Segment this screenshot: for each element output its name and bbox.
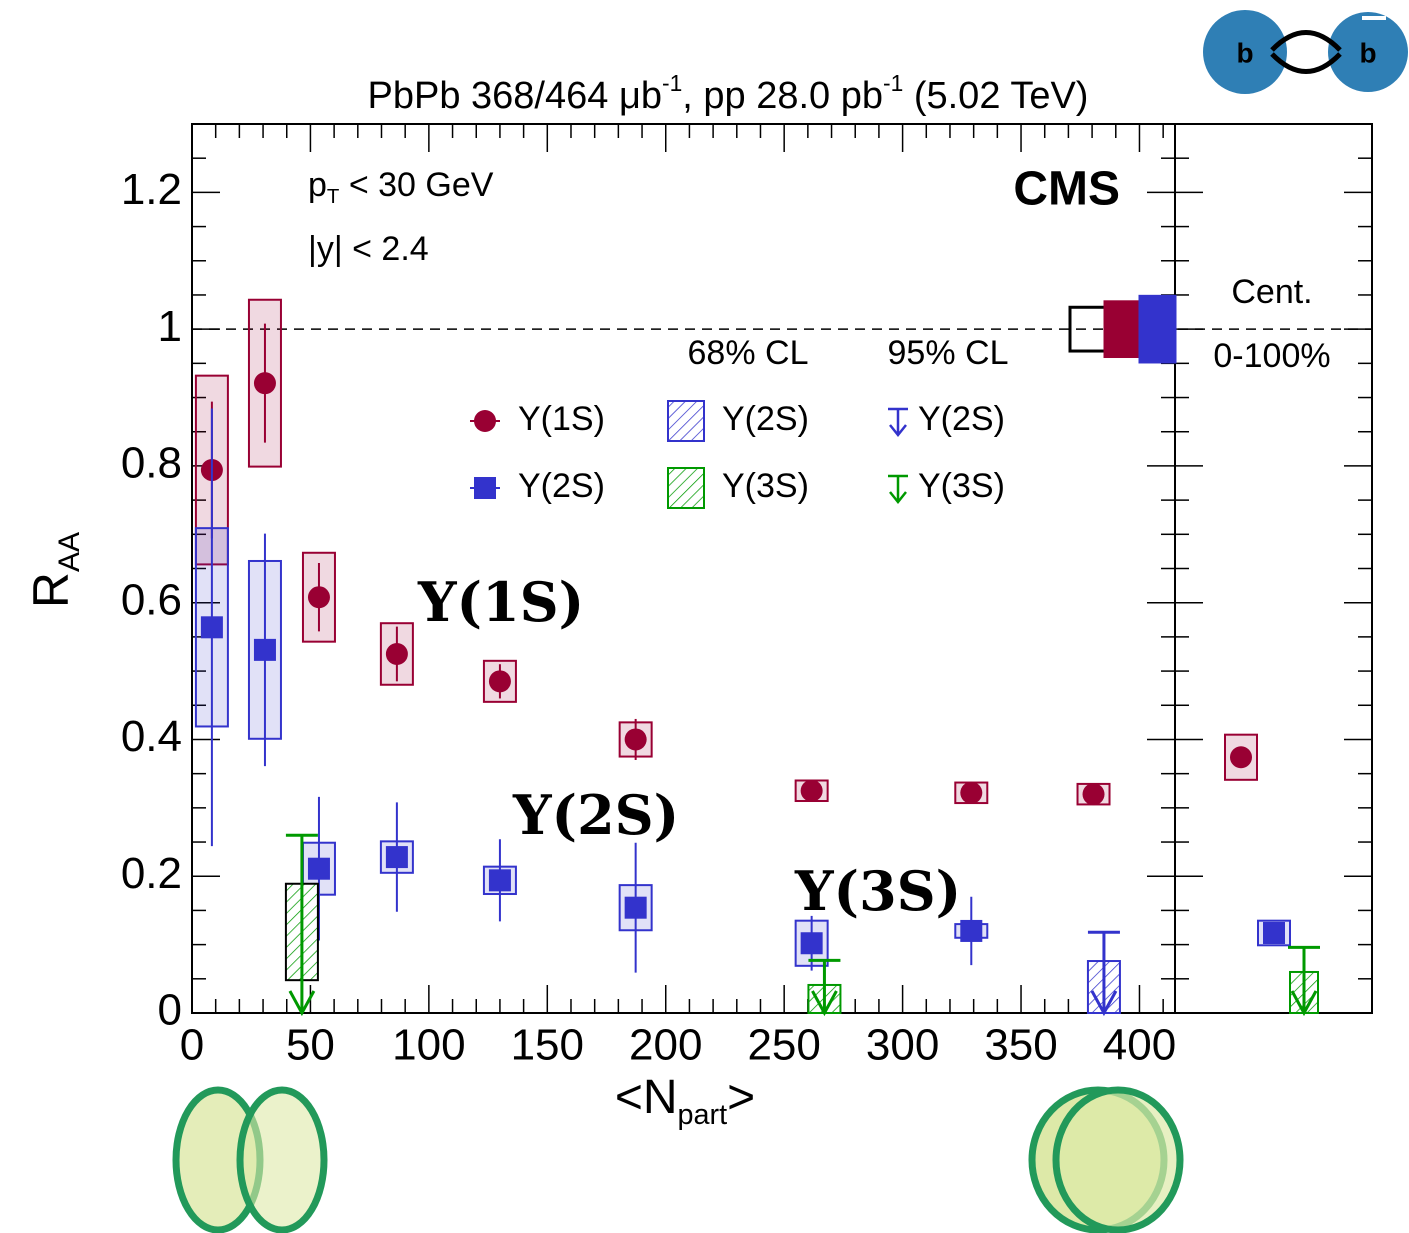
central-icon xyxy=(1028,1086,1184,1233)
limit-head xyxy=(889,491,907,505)
experiment-label: CMS xyxy=(1013,163,1120,216)
x-tick-label: 350 xyxy=(984,1021,1057,1070)
upper-limit xyxy=(285,833,318,1017)
note: |y| < 2.4 xyxy=(308,230,429,268)
legend-hatch xyxy=(667,467,705,509)
x-tick-label: 0 xyxy=(180,1021,204,1070)
legend-arrow xyxy=(888,474,908,505)
y-tick-label: 0.6 xyxy=(121,575,182,624)
note-part: < 30 GeV xyxy=(339,166,493,204)
chart-title-part: (5.02 TeV) xyxy=(903,75,1088,117)
note-part: p xyxy=(308,166,327,204)
point xyxy=(1230,746,1252,769)
global-uncertainty xyxy=(1138,294,1177,364)
upper-limit xyxy=(1087,930,1120,1017)
point xyxy=(488,670,511,693)
x-tick-label: 400 xyxy=(1103,1021,1176,1070)
icon-label: b xyxy=(1236,37,1253,68)
point xyxy=(307,857,330,880)
y-tick-label: 1 xyxy=(158,302,182,351)
legend-label: Υ(2S) xyxy=(918,400,1005,438)
legend-marker xyxy=(474,477,496,499)
y-axis-label: RAA xyxy=(23,532,86,608)
point xyxy=(960,781,983,804)
chart-title-part: -1 xyxy=(883,70,903,96)
x-tick-label: 100 xyxy=(392,1021,465,1070)
point xyxy=(1263,921,1285,944)
upper-limit xyxy=(1288,945,1320,1017)
point xyxy=(200,616,223,639)
legend-label: Υ(3S) xyxy=(722,467,809,505)
y-tick-label: 0.8 xyxy=(121,439,182,488)
point xyxy=(1082,783,1105,806)
y-tick-label: 0 xyxy=(158,986,182,1035)
limit-head xyxy=(889,424,907,438)
limit-head xyxy=(1290,990,1318,1017)
point xyxy=(307,586,330,609)
annotation: Υ(2S) xyxy=(512,783,679,847)
note-part: T xyxy=(327,186,339,208)
point xyxy=(253,638,276,661)
icon-label: b xyxy=(1359,37,1376,68)
x-tick-label: 200 xyxy=(629,1021,702,1070)
annotation: Υ(3S) xyxy=(794,859,961,923)
x-tick-label: 300 xyxy=(866,1021,939,1070)
point xyxy=(488,869,511,892)
legend-hatch xyxy=(667,400,705,442)
bbbar-icon xyxy=(1203,10,1408,94)
chart-title-part: , pp 28.0 pb xyxy=(682,75,883,117)
legend-header: 95% CL xyxy=(888,334,1009,372)
x-tick-label: 150 xyxy=(511,1021,584,1070)
note: pT < 30 GeV xyxy=(308,166,494,208)
x-tick-label: 50 xyxy=(286,1021,335,1070)
point xyxy=(800,779,823,802)
legend-arrow xyxy=(888,407,908,438)
x-axis-label-part: part xyxy=(678,1099,728,1131)
legend-marker xyxy=(474,410,496,432)
point xyxy=(960,919,983,942)
x-axis-label-part: <N xyxy=(615,1071,678,1124)
y-tick-label: 1.2 xyxy=(121,165,182,214)
chart-title-part: -1 xyxy=(662,70,682,96)
upper-limit xyxy=(808,958,841,1017)
panel-frame xyxy=(1174,123,1373,1014)
limit-head xyxy=(1090,990,1118,1017)
y-axis-label-part: R xyxy=(23,572,79,608)
point xyxy=(800,932,823,955)
note-part: |y| < 2.4 xyxy=(308,230,429,268)
legend-label: Υ(3S) xyxy=(918,467,1005,505)
global-uncertainty xyxy=(1103,300,1142,359)
centrality-label: Cent. xyxy=(1231,273,1312,311)
point xyxy=(253,372,276,395)
peripheral-icon xyxy=(172,1086,328,1233)
centrality-range: 0-100% xyxy=(1213,337,1330,375)
legend-label: Υ(1S) xyxy=(518,400,605,438)
y-axis-label-part: AA xyxy=(53,532,86,572)
point xyxy=(624,728,647,751)
chart-title-part: PbPb 368/464 μb xyxy=(368,75,662,117)
x-axis-label-part: > xyxy=(727,1071,755,1124)
chart-title: PbPb 368/464 μb-1, pp 28.0 pb-1 (5.02 Te… xyxy=(368,70,1089,117)
y-tick-label: 0.2 xyxy=(121,849,182,898)
y-tick-label: 0.4 xyxy=(121,712,182,761)
limit-head xyxy=(288,990,316,1017)
point xyxy=(624,896,647,919)
legend-label: Υ(2S) xyxy=(518,467,605,505)
annotation: Υ(1S) xyxy=(417,570,584,634)
limit-head xyxy=(811,990,838,1017)
legend-header: 68% CL xyxy=(688,334,809,372)
point xyxy=(385,642,408,665)
legend-label: Υ(2S) xyxy=(722,400,809,438)
x-axis-label: <Npart> xyxy=(615,1071,755,1131)
point xyxy=(385,846,408,869)
x-tick-label: 250 xyxy=(747,1021,820,1070)
